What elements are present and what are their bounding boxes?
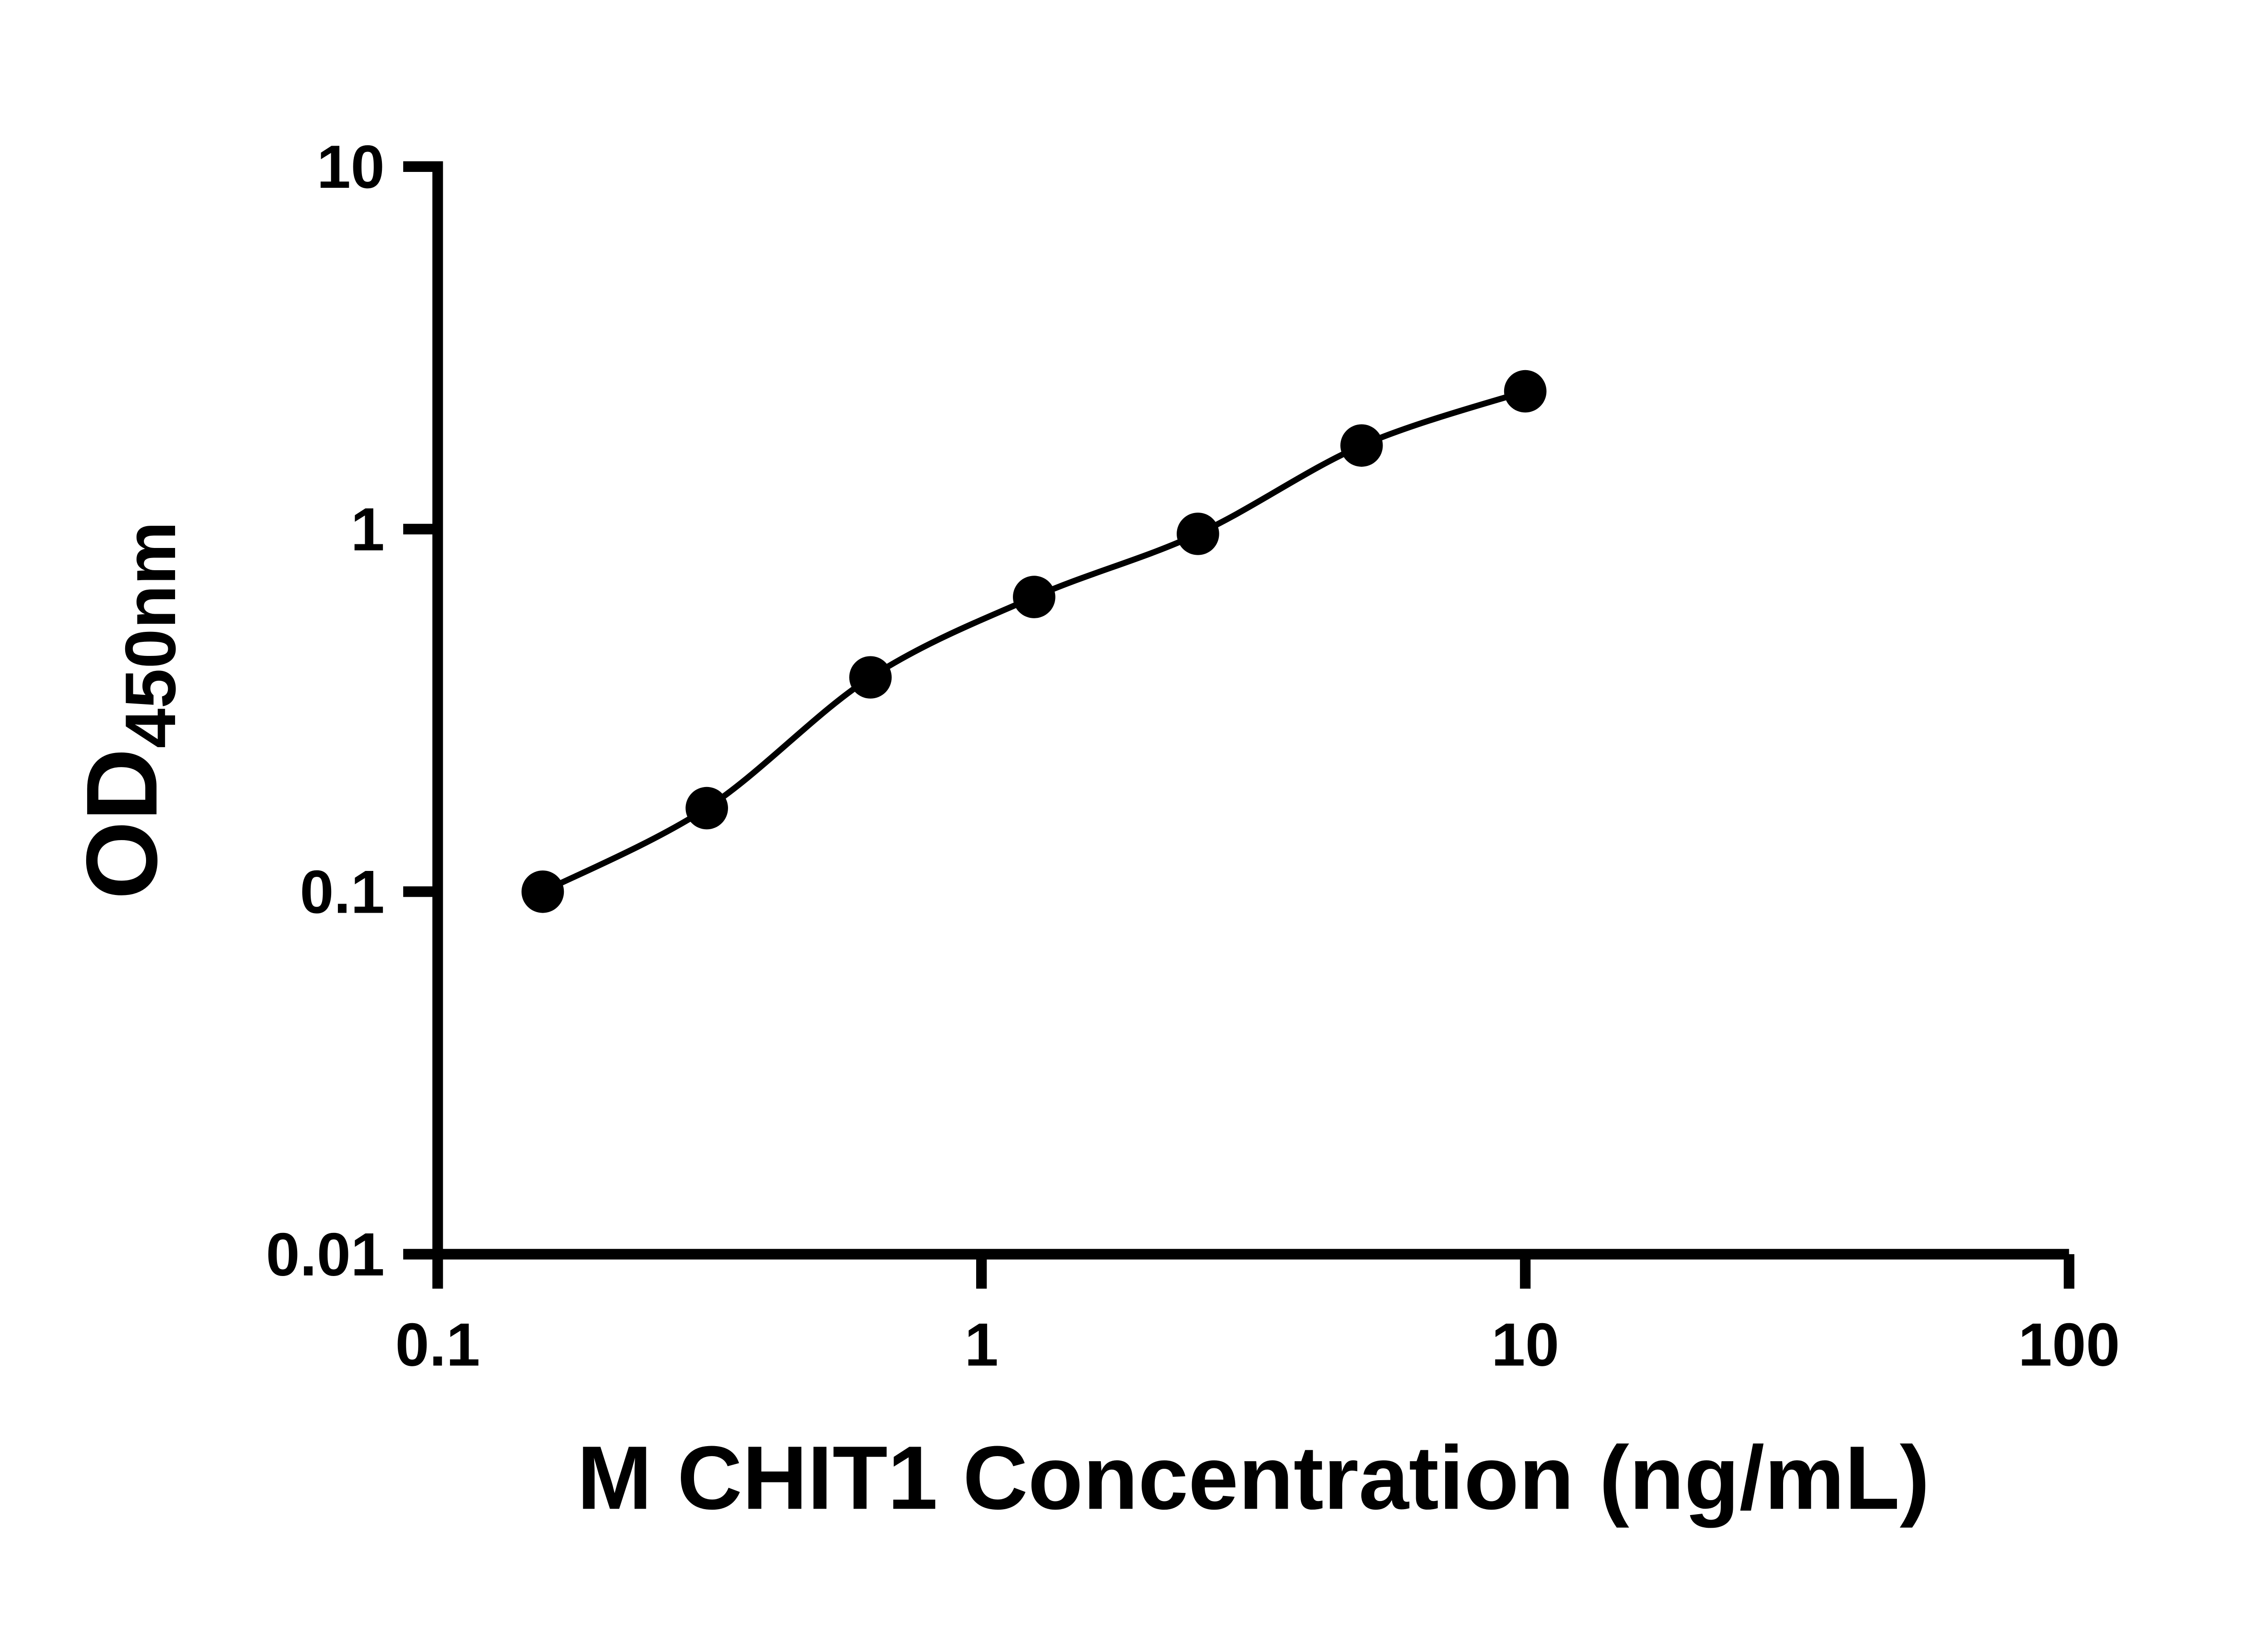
data-point bbox=[1013, 576, 1056, 618]
data-point bbox=[849, 656, 892, 699]
data-point bbox=[521, 870, 564, 913]
x-tick-label: 100 bbox=[2018, 1310, 2120, 1379]
y-tick-label: 0.01 bbox=[266, 1220, 385, 1289]
y-axis-title-main: OD bbox=[66, 748, 178, 900]
axis-lines bbox=[432, 161, 2069, 1260]
y-axis-title-subscript: 450nm bbox=[111, 521, 191, 748]
y-tick-label: 10 bbox=[317, 132, 385, 201]
x-axis-title: M CHIT1 Concentration (ng/mL) bbox=[577, 1428, 1930, 1528]
y-tick-label: 1 bbox=[351, 495, 385, 563]
data-point bbox=[1340, 424, 1383, 467]
data-point bbox=[685, 787, 728, 830]
series bbox=[521, 370, 1547, 913]
x-tick-label: 1 bbox=[964, 1310, 998, 1379]
x-tick-label: 10 bbox=[1491, 1310, 1559, 1379]
x-tick-label: 0.1 bbox=[395, 1310, 480, 1379]
data-point bbox=[1504, 370, 1547, 413]
y-axis-title: OD450nm bbox=[66, 521, 191, 900]
y-tick-label: 0.1 bbox=[300, 857, 385, 926]
data-point bbox=[1177, 513, 1219, 555]
